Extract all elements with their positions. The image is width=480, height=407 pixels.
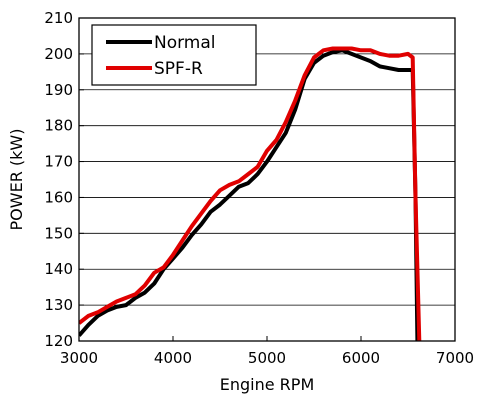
- x-axis-label: Engine RPM: [220, 375, 315, 394]
- legend-box: [91, 24, 257, 86]
- y-tick-label: 180: [44, 117, 73, 135]
- y-tick-label: 160: [44, 188, 73, 206]
- y-tick-label: 150: [44, 224, 73, 242]
- y-tick-label: 140: [44, 260, 73, 278]
- x-tick-label: 7000: [436, 349, 474, 367]
- y-tick-label: 170: [44, 153, 73, 171]
- legend-label: SPF-R: [154, 59, 203, 79]
- y-axis-label: POWER (kW): [7, 129, 26, 231]
- series-line-normal: [79, 48, 420, 341]
- series-group: [79, 46, 422, 341]
- y-tick-label: 190: [44, 81, 73, 99]
- y-tick-label: 130: [44, 296, 73, 314]
- series-line-spf-r: [79, 46, 422, 341]
- y-tick-label: 210: [44, 9, 73, 27]
- x-tick-label: 5000: [248, 349, 286, 367]
- legend-label: Normal: [154, 33, 216, 53]
- axis-ticks: 120 130 140 150 160 170 180 190 200 210 3000 4000 50…: [44, 9, 474, 367]
- y-tick-label: 120: [44, 332, 73, 350]
- y-tick-label: 200: [44, 45, 73, 63]
- x-tick-label: 6000: [342, 349, 380, 367]
- x-tick-label: 4000: [154, 349, 192, 367]
- x-tick-label: 3000: [60, 349, 98, 367]
- legend: Normal SPF-R: [91, 24, 257, 86]
